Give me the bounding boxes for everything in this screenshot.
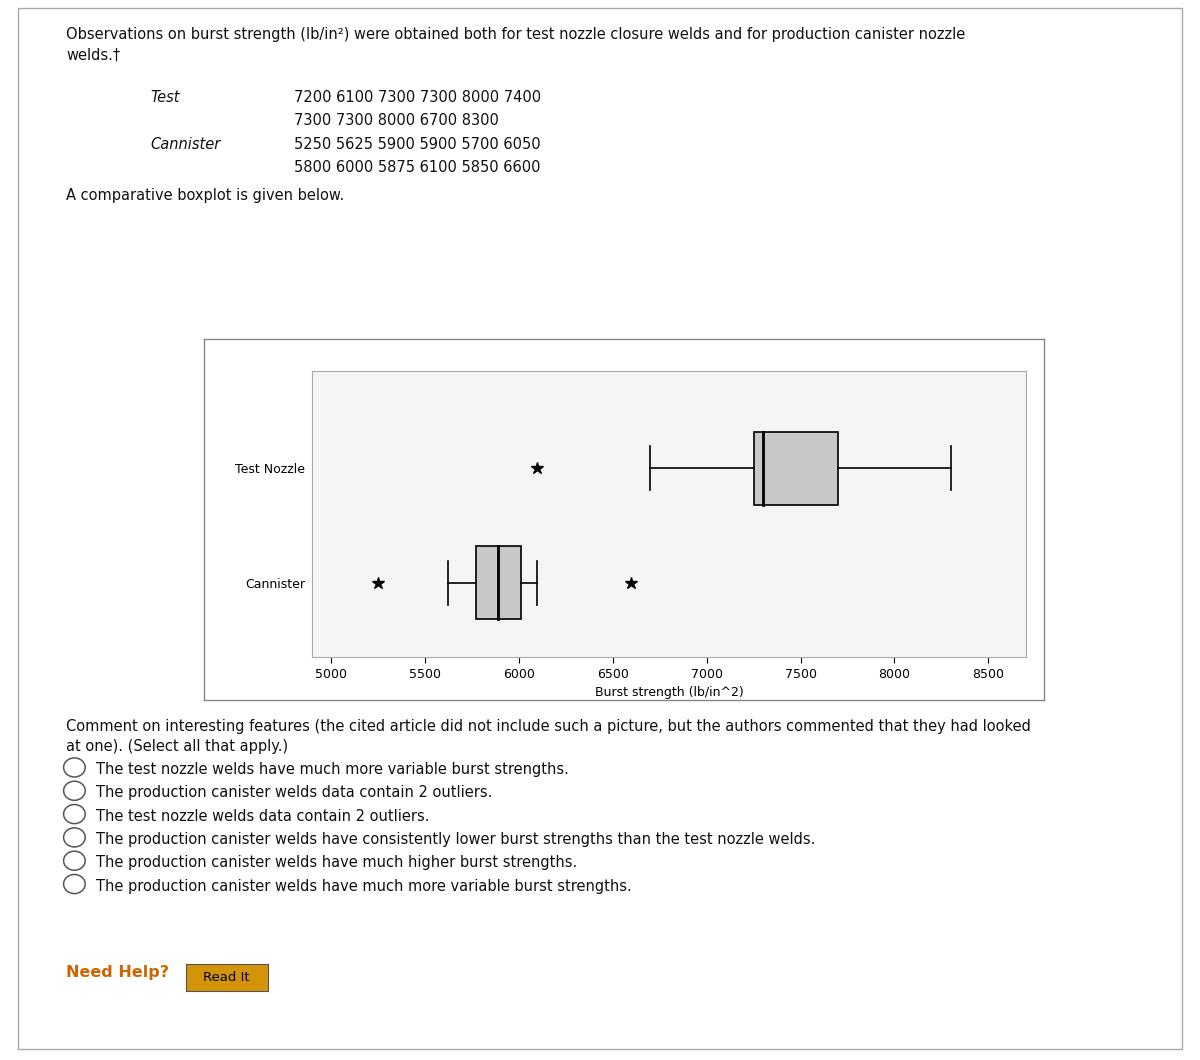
Text: The production canister welds have much higher burst strengths.: The production canister welds have much …: [96, 855, 577, 870]
Text: welds.†: welds.†: [66, 48, 120, 63]
Text: Test: Test: [150, 90, 180, 105]
Text: Observations on burst strength (lb/in²) were obtained both for test nozzle closu: Observations on burst strength (lb/in²) …: [66, 26, 965, 41]
Text: The production canister welds have much more variable burst strengths.: The production canister welds have much …: [96, 879, 631, 894]
Text: 7200 6100 7300 7300 8000 7400: 7200 6100 7300 7300 8000 7400: [294, 90, 541, 105]
Text: Comment on interesting features (the cited article did not include such a pictur: Comment on interesting features (the cit…: [66, 719, 1031, 734]
Text: 7300 7300 8000 6700 8300: 7300 7300 8000 6700 8300: [294, 113, 499, 128]
Text: The production canister welds have consistently lower burst strengths than the t: The production canister welds have consi…: [96, 832, 815, 847]
Text: The test nozzle welds have much more variable burst strengths.: The test nozzle welds have much more var…: [96, 762, 569, 777]
Text: The production canister welds data contain 2 outliers.: The production canister welds data conta…: [96, 785, 492, 800]
Text: Need Help?: Need Help?: [66, 965, 169, 979]
Text: at one). (Select all that apply.): at one). (Select all that apply.): [66, 739, 288, 754]
Bar: [754, 431, 838, 505]
Text: 5250 5625 5900 5900 5700 6050: 5250 5625 5900 5900 5700 6050: [294, 137, 541, 152]
Text: 5800 6000 5875 6100 5850 6600: 5800 6000 5875 6100 5850 6600: [294, 160, 540, 175]
Text: A comparative boxplot is given below.: A comparative boxplot is given below.: [66, 188, 344, 202]
X-axis label: Burst strength (lb/in^2): Burst strength (lb/in^2): [595, 686, 743, 700]
Text: The test nozzle welds data contain 2 outliers.: The test nozzle welds data contain 2 out…: [96, 809, 430, 824]
Text: Read It: Read It: [204, 971, 250, 984]
Text: Cannister: Cannister: [150, 137, 221, 152]
Bar: [476, 546, 521, 619]
